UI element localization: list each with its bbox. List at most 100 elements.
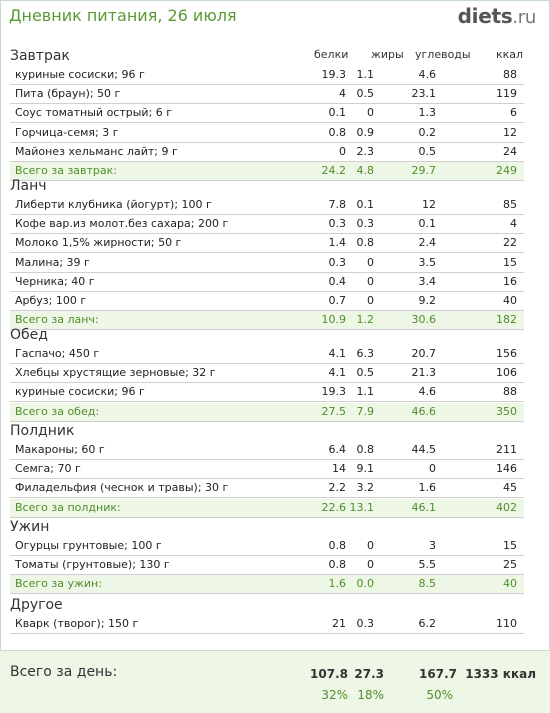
kcal-value: 4 (510, 217, 517, 230)
section-title: Завтрак (10, 48, 70, 64)
food-row[interactable]: куриные сосиски; 96 г 19.3 1.1 4.6 88 (10, 66, 524, 85)
food-row[interactable]: Семга; 70 г 14 9.1 0 146 (10, 460, 524, 479)
section-total-row: Всего за полдник: 22.6 13.1 46.1 402 (10, 499, 524, 518)
day-kcal: 1333 ккал (465, 667, 536, 681)
food-name: куриные сосиски; 96 г (15, 68, 145, 81)
protein-value: 0.8 (328, 126, 347, 139)
food-name: Хлебцы хрустящие зерновые; 32 г (15, 366, 216, 379)
carbs-value: 21.3 (411, 366, 437, 379)
food-row[interactable]: Кофе вар.из молот.без сахара; 200 г 0.3 0.… (10, 215, 524, 234)
food-name: Гаспачо; 450 г (15, 347, 100, 360)
food-name: Молоко 1,5% жирности; 50 г (15, 236, 182, 249)
food-name: Семга; 70 г (15, 462, 81, 475)
food-row[interactable]: Соус томатный острый; 6 г 0.1 0 1.3 6 (10, 104, 524, 123)
section-title: Ужин (10, 519, 50, 535)
food-name: Малина; 39 г (15, 256, 90, 269)
protein-value: 1.4 (328, 236, 347, 249)
food-row[interactable]: куриные сосиски; 96 г 19.3 1.1 4.6 88 (10, 383, 524, 402)
food-row[interactable]: Кварк (творог); 150 г 21 0.3 6.2 110 (10, 615, 524, 634)
food-name: Кварк (творог); 150 г (15, 617, 139, 630)
fat-value: 0 (367, 539, 374, 552)
site-logo[interactable]: diets.ru (458, 4, 537, 28)
food-name: Майонез хельманс лайт; 9 г (15, 145, 178, 158)
fat-value: 0.1 (356, 198, 375, 211)
kcal-value: 182 (496, 313, 517, 326)
fat-value: 0.8 (356, 443, 375, 456)
day-total-label: Всего за день: (10, 664, 118, 680)
food-row[interactable]: Гаспачо; 450 г 4.1 6.3 20.7 156 (10, 345, 524, 364)
day-fat-percent: 18% (357, 688, 384, 702)
protein-value: 4 (339, 87, 346, 100)
kcal-value: 106 (496, 366, 517, 379)
carbs-value: 0.1 (418, 217, 437, 230)
section-title: Ланч (10, 178, 47, 194)
kcal-value: 25 (503, 558, 517, 571)
food-name: Макароны; 60 г (15, 443, 105, 456)
protein-value: 10.9 (321, 313, 347, 326)
protein-value: 0.3 (328, 217, 347, 230)
kcal-value: 156 (496, 347, 517, 360)
carbs-value: 20.7 (411, 347, 437, 360)
food-row[interactable]: Пита (браун); 50 г 4 0.5 23.1 119 (10, 85, 524, 104)
fat-value: 0.0 (356, 577, 375, 590)
section-title: Обед (10, 327, 48, 343)
carbs-value: 3.4 (418, 275, 437, 288)
protein-value: 27.5 (321, 405, 347, 418)
food-row[interactable]: Огурцы грунтовые; 100 г 0.8 0 3 15 (10, 537, 524, 556)
food-row[interactable]: Хлебцы хрустящие зерновые; 32 г 4.1 0.5 21.… (10, 364, 524, 383)
fat-value: 0.9 (356, 126, 375, 139)
food-name: Огурцы грунтовые; 100 г (15, 539, 162, 552)
food-row[interactable]: Томаты (грунтовые); 130 г 0.8 0 5.5 25 (10, 556, 524, 575)
protein-value: 0.7 (328, 294, 347, 307)
carbs-value: 4.6 (418, 385, 437, 398)
kcal-value: 15 (503, 256, 517, 269)
carbs-value: 46.6 (411, 405, 437, 418)
carbs-value: 9.2 (418, 294, 437, 307)
kcal-value: 350 (496, 405, 517, 418)
food-row[interactable]: Молоко 1,5% жирности; 50 г 1.4 0.8 2.4 22 (10, 234, 524, 253)
protein-value: 0.1 (328, 106, 347, 119)
food-name: Соус томатный острый; 6 г (15, 106, 173, 119)
food-row[interactable]: Макароны; 60 г 6.4 0.8 44.5 211 (10, 441, 524, 460)
kcal-value: 12 (503, 126, 517, 139)
food-name: Томаты (грунтовые); 130 г (15, 558, 170, 571)
section-total-row: Всего за ланч: 10.9 1.2 30.6 182 (10, 311, 524, 330)
protein-value: 24.2 (321, 164, 347, 177)
food-name: Черника; 40 г (15, 275, 95, 288)
fat-value: 0 (367, 106, 374, 119)
kcal-value: 85 (503, 198, 517, 211)
carbs-value: 0.5 (418, 145, 437, 158)
kcal-value: 249 (496, 164, 517, 177)
kcal-value: 110 (496, 617, 517, 630)
food-name: Горчица-семя; 3 г (15, 126, 119, 139)
food-row[interactable]: Черника; 40 г 0.4 0 3.4 16 (10, 273, 524, 292)
food-row[interactable]: Филадельфия (чеснок и травы); 30 г 2.2 3.2… (10, 479, 524, 498)
fat-value: 1.1 (356, 68, 375, 81)
food-name: Кофе вар.из молот.без сахара; 200 г (15, 217, 229, 230)
total-label: Всего за ужин: (15, 577, 102, 590)
carbs-value: 3.5 (418, 256, 437, 269)
day-protein-percent: 32% (321, 688, 348, 702)
food-name: Либерти клубника (йогурт); 100 г (15, 198, 212, 211)
carbs-value: 0.2 (418, 126, 437, 139)
food-row[interactable]: Арбуз; 100 г 0.7 0 9.2 40 (10, 292, 524, 311)
food-row[interactable]: Малина; 39 г 0.3 0 3.5 15 (10, 254, 524, 273)
carbs-value: 44.5 (411, 443, 437, 456)
carbs-value: 0 (429, 462, 436, 475)
food-row[interactable]: Майонез хельманс лайт; 9 г 0 2.3 0.5 24 (10, 143, 524, 162)
kcal-value: 16 (503, 275, 517, 288)
food-name: Пита (браун); 50 г (15, 87, 121, 100)
food-row[interactable]: Горчица-семя; 3 г 0.8 0.9 0.2 12 (10, 124, 524, 143)
protein-value: 4.1 (328, 347, 347, 360)
header-protein: белки (314, 48, 349, 61)
protein-value: 6.4 (328, 443, 347, 456)
protein-value: 21 (332, 617, 346, 630)
kcal-value: 88 (503, 385, 517, 398)
food-row[interactable]: Либерти клубника (йогурт); 100 г 7.8 0.1 12… (10, 196, 524, 215)
fat-value: 0.8 (356, 236, 375, 249)
kcal-value: 402 (496, 501, 517, 514)
column-headers: белки жиры углеводы ккал (0, 48, 550, 62)
protein-value: 0 (339, 145, 346, 158)
fat-value: 1.2 (356, 313, 375, 326)
carbs-value: 46.1 (411, 501, 437, 514)
